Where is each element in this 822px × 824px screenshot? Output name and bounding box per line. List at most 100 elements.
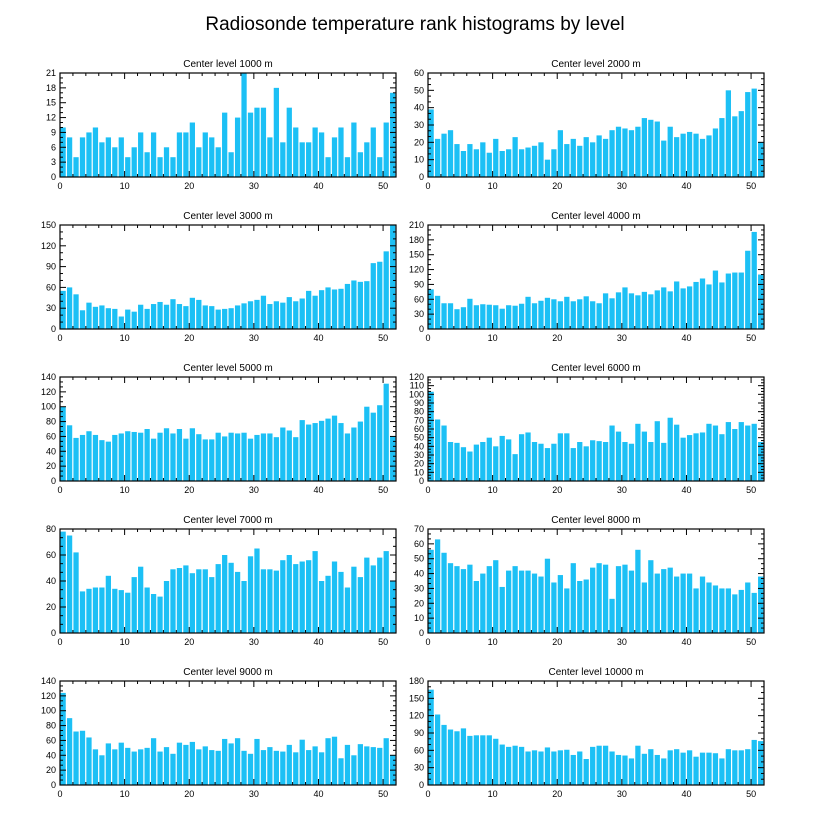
histogram-bar xyxy=(564,749,570,785)
histogram-bar xyxy=(377,747,383,785)
histogram-bar xyxy=(241,750,247,785)
histogram-bar xyxy=(325,157,331,177)
histogram-bar xyxy=(473,305,479,329)
histogram-bar xyxy=(150,132,157,177)
x-tick-label: 10 xyxy=(120,333,130,343)
histogram-bar xyxy=(176,742,183,785)
histogram-bar xyxy=(150,594,157,633)
histogram-bar xyxy=(499,586,505,633)
histogram-bar xyxy=(441,133,447,177)
histogram-bar xyxy=(73,157,79,177)
histogram-bar xyxy=(331,561,338,633)
figure-title: Radiosonde temperature rank histograms b… xyxy=(205,14,624,35)
histogram-bar xyxy=(518,746,525,785)
histogram-bar xyxy=(209,577,215,633)
histogram-bar xyxy=(364,746,370,785)
histogram-bar xyxy=(92,306,99,329)
histogram-bar xyxy=(512,745,518,785)
histogram-bar xyxy=(564,144,570,177)
histogram-bar xyxy=(544,159,551,177)
histogram-bar xyxy=(163,304,170,329)
histogram-bar xyxy=(215,309,221,329)
histogram-bar xyxy=(551,582,557,633)
histogram-bar xyxy=(531,573,538,633)
histogram-bar xyxy=(228,743,234,785)
histogram-bar xyxy=(118,590,124,633)
y-tick-label: 60 xyxy=(414,539,424,549)
histogram-bar xyxy=(66,287,73,329)
y-tick-label: 150 xyxy=(409,250,424,260)
histogram-bar xyxy=(170,753,176,785)
y-tick-label: 70 xyxy=(414,415,424,425)
histogram-bar xyxy=(590,746,596,785)
x-tick-label: 0 xyxy=(57,181,62,191)
histogram-bar xyxy=(622,564,628,633)
histogram-bar xyxy=(738,111,744,177)
histogram-bar xyxy=(105,308,111,329)
y-tick-label: 30 xyxy=(46,303,56,313)
histogram-bar xyxy=(680,133,686,177)
histogram-bar xyxy=(525,751,531,785)
histogram-bar xyxy=(318,420,325,481)
histogram-bar xyxy=(654,573,660,633)
histogram-bar xyxy=(428,549,434,633)
histogram-bar xyxy=(183,438,189,481)
y-tick-label: 50 xyxy=(414,433,424,443)
histogram-bar xyxy=(370,412,376,481)
histogram-bar xyxy=(254,434,260,481)
y-tick-label: 120 xyxy=(409,265,424,275)
histogram-bar xyxy=(105,137,111,177)
histogram-bar xyxy=(86,588,92,633)
histogram-bar xyxy=(609,298,615,329)
histogram-bar xyxy=(674,576,680,633)
histogram-bar xyxy=(286,297,292,329)
y-tick-label: 60 xyxy=(414,294,424,304)
y-tick-label: 30 xyxy=(414,450,424,460)
histogram-bar xyxy=(596,745,602,785)
histogram-bar xyxy=(331,736,338,785)
histogram-bar xyxy=(273,301,279,329)
histogram-bar xyxy=(609,425,615,481)
y-tick-label: 18 xyxy=(46,83,56,93)
histogram-bar xyxy=(260,107,267,177)
histogram-bar xyxy=(454,309,460,329)
histogram-bar xyxy=(460,447,467,481)
histogram-bar xyxy=(131,311,137,329)
histogram-bar xyxy=(674,424,680,481)
histogram-bar xyxy=(318,581,325,633)
histogram-bar xyxy=(732,116,738,177)
histogram-bar xyxy=(86,302,92,329)
x-tick-label: 10 xyxy=(120,181,130,191)
y-tick-label: 90 xyxy=(414,398,424,408)
histogram-bar xyxy=(299,739,305,785)
histogram-bar xyxy=(712,425,719,481)
histogram-bar xyxy=(706,752,712,785)
histogram-bar xyxy=(732,750,738,785)
histogram-bar xyxy=(222,555,228,633)
histogram-bar xyxy=(260,569,267,633)
histogram-bar xyxy=(222,112,228,177)
histogram-bar xyxy=(260,433,267,481)
histogram-bar xyxy=(306,142,312,177)
histogram-bar xyxy=(602,293,609,329)
histogram-bar xyxy=(144,587,150,633)
y-tick-label: 30 xyxy=(414,309,424,319)
histogram-bar xyxy=(531,303,538,329)
histogram-bar xyxy=(667,750,673,785)
histogram-bar xyxy=(732,272,738,329)
histogram-bar xyxy=(467,298,473,329)
histogram-bar xyxy=(596,135,602,177)
x-tick-label: 20 xyxy=(184,789,194,799)
histogram-bar xyxy=(273,750,279,785)
y-tick-label: 0 xyxy=(51,476,56,486)
histogram-bar xyxy=(150,738,157,785)
x-tick-label: 0 xyxy=(57,789,62,799)
histogram-bar xyxy=(693,281,699,329)
histogram-bar xyxy=(338,288,344,329)
histogram-bar xyxy=(706,284,712,329)
histogram-bar xyxy=(667,417,673,481)
y-tick-label: 110 xyxy=(410,381,424,391)
x-tick-label: 30 xyxy=(249,789,259,799)
histogram-bar xyxy=(725,588,731,633)
histogram-bar xyxy=(383,122,389,177)
